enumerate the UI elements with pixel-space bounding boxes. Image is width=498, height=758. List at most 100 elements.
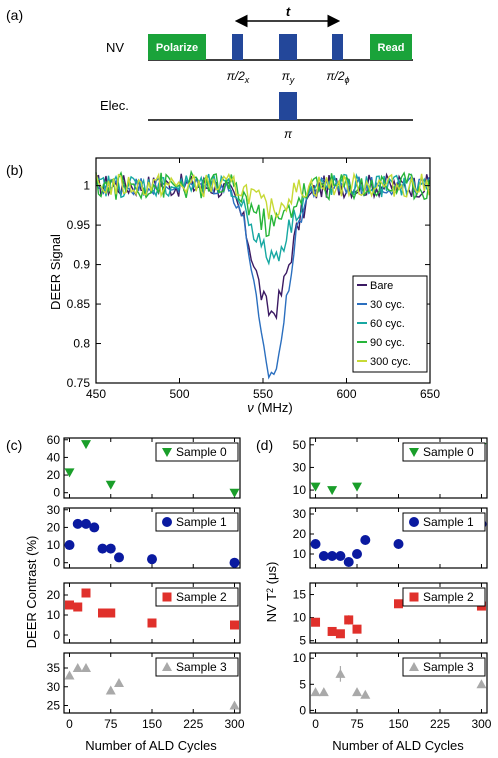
c-legend-marker-3 bbox=[162, 662, 172, 671]
c-point-3-5 bbox=[229, 700, 240, 710]
c-ytick-label: 20 bbox=[47, 468, 61, 482]
d-xtick-label: 225 bbox=[430, 717, 450, 731]
b-ytick-label: 0.85 bbox=[67, 297, 91, 311]
legend-entry-4: 300 cyc. bbox=[370, 356, 411, 368]
pulse-label-3: π/2ϕ bbox=[326, 69, 349, 85]
panel-d: (d) NV T2 (μs) Number of ALD Cycles 5030… bbox=[256, 437, 492, 753]
c-point-1-0 bbox=[64, 540, 75, 551]
d-legend-label-0: Sample 0 bbox=[423, 445, 474, 459]
c-xtick-label: 75 bbox=[104, 717, 118, 731]
d-point-3-3 bbox=[352, 687, 363, 697]
b-xlabel: ν (MHz) bbox=[247, 400, 293, 415]
d-point-2-3 bbox=[344, 615, 354, 625]
polarize-block bbox=[148, 34, 206, 60]
d-point-2-5 bbox=[394, 599, 403, 609]
panel-a-label: (a) bbox=[6, 7, 23, 23]
pulse-label-2: πy bbox=[282, 69, 295, 85]
d-ytick-label: 10 bbox=[293, 611, 307, 625]
d-xtick-label: 150 bbox=[388, 717, 408, 731]
elec-pulse-label: π bbox=[284, 127, 293, 141]
b-xtick-label: 500 bbox=[169, 387, 189, 401]
c-legend-label-0: Sample 0 bbox=[176, 445, 227, 459]
c-point-0-2 bbox=[105, 480, 116, 490]
c-legend-marker-0 bbox=[162, 448, 172, 457]
c-ytick-label: 10 bbox=[47, 538, 61, 552]
d-xtick-label: 0 bbox=[312, 717, 319, 731]
c-legend-label-3: Sample 3 bbox=[176, 660, 227, 674]
legend-entry-1: 30 cyc. bbox=[370, 299, 405, 311]
b-ytick-label: 0.9 bbox=[73, 258, 90, 272]
c-point-2-0 bbox=[65, 600, 74, 610]
d-ytick-label: 5 bbox=[299, 634, 306, 648]
d-point-1-6 bbox=[360, 535, 371, 545]
d-point-1-2 bbox=[327, 551, 338, 561]
c-xtick-label: 0 bbox=[66, 717, 73, 731]
pulse-label-1: π/2x bbox=[227, 69, 250, 85]
panel-c: (c) DEER Contrast (%) Number of ALD Cycl… bbox=[6, 433, 245, 753]
b-xtick-label: 550 bbox=[253, 387, 273, 401]
d-legend-box-2 bbox=[402, 587, 486, 607]
c-point-3-2 bbox=[81, 663, 91, 672]
pulse-pi-half-phi bbox=[332, 34, 343, 60]
d-point-1-3 bbox=[335, 551, 346, 561]
c-ytick-label: 20 bbox=[47, 520, 61, 534]
d-legend-label-1: Sample 1 bbox=[423, 515, 474, 529]
c-point-1-6 bbox=[114, 552, 124, 563]
c-point-3-0 bbox=[64, 670, 75, 680]
d-point-1-7 bbox=[393, 539, 404, 549]
c-point-0-1 bbox=[81, 440, 91, 450]
b-ylabel: DEER Signal bbox=[48, 234, 63, 310]
c-point-3-1 bbox=[72, 663, 83, 672]
c-ytick-label: 60 bbox=[47, 433, 61, 447]
c-ytick-label: 35 bbox=[47, 661, 61, 675]
c-point-0-0 bbox=[64, 468, 75, 478]
c-point-2-6 bbox=[230, 620, 239, 630]
pulse-pi-y bbox=[279, 34, 297, 60]
d-legend-marker-1 bbox=[409, 517, 419, 527]
c-legend-label-1: Sample 1 bbox=[176, 515, 227, 529]
panel-d-label: (d) bbox=[256, 437, 273, 453]
c-ytick-label: 25 bbox=[47, 699, 61, 713]
c-point-2-4 bbox=[106, 608, 116, 618]
b-xtick-label: 600 bbox=[336, 387, 356, 401]
c-point-1-2 bbox=[81, 518, 91, 529]
c-point-1-1 bbox=[72, 518, 83, 529]
c-legend-marker-1 bbox=[162, 517, 172, 527]
d-ytick-label: 0 bbox=[299, 703, 306, 717]
d-point-0-0 bbox=[310, 482, 321, 492]
c-ytick-label: 0 bbox=[53, 628, 60, 642]
d-point-1-1 bbox=[318, 551, 329, 561]
c-ytick-label: 30 bbox=[47, 503, 61, 517]
panel-b: (b) DEER Signal ν (MHz) 1 0.95 0.9 0.85 0.8 0… bbox=[6, 157, 440, 415]
d-point-3-2 bbox=[335, 668, 346, 678]
b-ytick-label: 1 bbox=[83, 179, 90, 193]
d-ytick-label: 10 bbox=[293, 547, 307, 561]
d-ytick-label: 15 bbox=[293, 588, 307, 602]
b-ytick-label: 0.95 bbox=[67, 218, 91, 232]
d-xtick-label: 75 bbox=[350, 717, 364, 731]
c-legend-box-2 bbox=[155, 587, 239, 607]
c-point-0-3 bbox=[229, 488, 240, 498]
c-point-1-3 bbox=[89, 522, 100, 533]
b-xtick-label: 450 bbox=[86, 387, 106, 401]
c-legend-box-0 bbox=[155, 442, 239, 462]
d-legend-label-2: Sample 2 bbox=[423, 590, 474, 604]
elec-label: Elec. bbox=[100, 98, 129, 113]
panel-b-label: (b) bbox=[6, 162, 23, 178]
c-legend-box-3 bbox=[155, 657, 239, 677]
read-label: Read bbox=[378, 42, 405, 54]
d-point-1-4 bbox=[343, 557, 354, 567]
b-ytick-label: 0.8 bbox=[73, 337, 90, 351]
c-xtick-label: 225 bbox=[183, 717, 203, 731]
d-legend-box-3 bbox=[402, 657, 486, 677]
c-xtick-label: 150 bbox=[142, 717, 162, 731]
d-point-0-2 bbox=[352, 482, 363, 492]
d-ytick-label: 10 bbox=[293, 651, 307, 665]
c-point-1-7 bbox=[147, 554, 157, 565]
read-block bbox=[370, 34, 412, 60]
d-point-2-4 bbox=[352, 624, 362, 634]
elec-pulse-pi bbox=[279, 92, 297, 120]
d-legend-marker-3 bbox=[409, 662, 419, 671]
